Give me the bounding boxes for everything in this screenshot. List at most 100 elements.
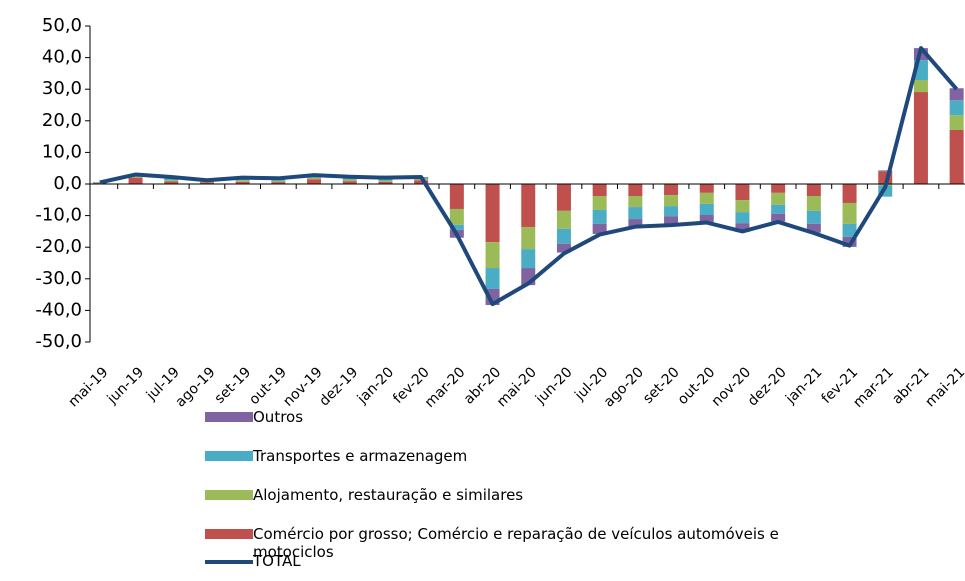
bar [235, 180, 250, 182]
y-tick-label: -10,0 [35, 205, 82, 226]
y-tick-label: -50,0 [35, 331, 82, 352]
bar [128, 177, 143, 184]
bar [878, 185, 893, 197]
bar [485, 242, 500, 269]
x-tick-label: mar-21 [850, 364, 897, 411]
bar [556, 184, 571, 211]
bar [949, 100, 964, 116]
bar [592, 209, 607, 224]
x-tick-label: jun-20 [532, 364, 575, 407]
bar [842, 202, 857, 224]
bar [628, 184, 643, 197]
bar [485, 268, 500, 289]
y-tick-label: 30,0 [42, 78, 82, 99]
total-line [99, 46, 959, 307]
y-tick-label: 10,0 [42, 141, 82, 162]
bar [271, 182, 286, 184]
bar [628, 207, 643, 220]
bar [449, 208, 464, 225]
bar [128, 176, 143, 178]
x-tick-label: set-20 [640, 364, 683, 407]
bar [378, 181, 393, 184]
bar [806, 210, 821, 224]
x-tick-label: jun-19 [104, 364, 147, 407]
bar [806, 223, 821, 233]
bar [913, 80, 928, 93]
x-tick-label: mai-21 [922, 364, 965, 410]
bar [806, 184, 821, 197]
bar [342, 181, 357, 184]
bar [771, 213, 786, 222]
bar [556, 210, 571, 229]
bar [521, 226, 536, 250]
x-tick-label: mar-20 [422, 364, 469, 411]
bar [164, 180, 179, 182]
y-tick-label: 40,0 [42, 47, 82, 68]
bar [307, 177, 322, 180]
bar [628, 219, 643, 227]
x-tick-label: ago-20 [601, 364, 647, 410]
bar [664, 184, 679, 196]
y-tick-label: -40,0 [35, 299, 82, 320]
bar [449, 224, 464, 230]
legend-label: Outros [253, 408, 304, 426]
x-tick-label: jan-21 [782, 364, 825, 407]
legend-item: Alojamento, restauração e similares [205, 486, 805, 525]
x-tick-label: set-19 [212, 364, 255, 407]
bar [342, 179, 357, 182]
bar [949, 88, 964, 101]
bar [699, 203, 714, 215]
x-tick-label: dez-20 [745, 364, 790, 409]
x-tick-label: nov-19 [280, 364, 325, 409]
y-tick-label: 0,0 [53, 173, 82, 194]
legend-label: Alojamento, restauração e similares [253, 486, 524, 504]
legend-swatch [205, 529, 253, 539]
bar [414, 180, 429, 184]
x-tick-label: jan-20 [354, 364, 397, 407]
legend: Outros Transportes e armazenagem Alojament… [205, 408, 805, 570]
bar [485, 184, 500, 243]
bar [235, 181, 250, 184]
y-tick-label: -30,0 [35, 268, 82, 289]
legend-swatch [205, 451, 253, 461]
bar [735, 223, 750, 233]
legend-swatch [205, 560, 253, 564]
bar [592, 184, 607, 197]
bar [949, 115, 964, 130]
bar [449, 184, 464, 209]
legend-swatch [205, 490, 253, 500]
legend-item: Comércio por grosso; Comércio e reparaçã… [205, 525, 805, 564]
x-tick-label: dez-19 [316, 364, 361, 409]
bar [592, 223, 607, 234]
legend-swatch [205, 412, 253, 422]
bar [164, 181, 179, 184]
y-tick-label: 50,0 [42, 15, 82, 36]
legend-item: TOTAL [205, 552, 805, 570]
y-tick-label: 20,0 [42, 110, 82, 131]
bar [164, 177, 179, 181]
bar [735, 184, 750, 201]
bar [307, 179, 322, 184]
legend-label: Transportes e armazenagem [253, 447, 468, 465]
x-tick-label: ago-19 [173, 364, 219, 410]
bar [949, 129, 964, 184]
y-tick-label: -20,0 [35, 236, 82, 257]
bar [699, 214, 714, 222]
legend-item: Outros [205, 408, 805, 447]
x-tick-label: mai-19 [66, 364, 112, 410]
bar [771, 192, 786, 205]
bar [556, 243, 571, 253]
bar [735, 200, 750, 213]
x-tick-label: nov-20 [709, 364, 754, 409]
bar [913, 92, 928, 184]
bar [806, 196, 821, 211]
bar [592, 196, 607, 210]
bar [699, 184, 714, 193]
bar [556, 228, 571, 244]
bar [771, 204, 786, 214]
bar [771, 184, 786, 193]
bar [628, 196, 643, 208]
legend-label: Comércio por grosso; Comércio e reparaçã… [253, 525, 779, 561]
